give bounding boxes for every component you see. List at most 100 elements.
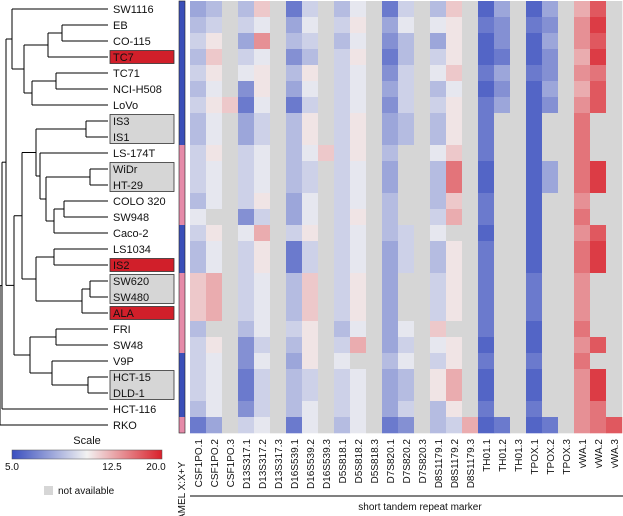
heatmap-cell (206, 49, 223, 66)
heatmap-cell (462, 417, 479, 434)
heatmap-cell (190, 369, 207, 386)
heatmap-cell (430, 1, 447, 18)
heatmap-cell (286, 145, 303, 162)
heatmap-cell (590, 289, 607, 306)
heatmap-cell (398, 257, 415, 274)
heatmap-cell (430, 177, 447, 194)
heatmap-cell (206, 321, 223, 338)
heatmap-cell (542, 17, 559, 34)
heatmap-cell (494, 177, 511, 194)
heatmap-cell (318, 33, 335, 50)
heatmap-cell (398, 129, 415, 146)
heatmap-cell (446, 241, 463, 258)
heatmap-cell (334, 81, 351, 98)
heatmap-cell (542, 337, 559, 354)
heatmap-cell (478, 17, 495, 34)
heatmap-cell (478, 113, 495, 130)
row-label-text: IS3 (113, 116, 130, 128)
heatmap-cell (510, 321, 527, 338)
heatmap-cell (350, 161, 367, 178)
heatmap-cell (526, 273, 543, 290)
heatmap-cell (414, 145, 431, 162)
scale-max: 20.0 (146, 462, 166, 473)
heatmap-cell (510, 161, 527, 178)
heatmap-cell (222, 241, 239, 258)
heatmap-cell (286, 177, 303, 194)
marker-label: vWA.1 (578, 439, 589, 469)
heatmap-cell (462, 241, 479, 258)
row-label-text: HCT-116 (113, 404, 156, 416)
heatmap-cell (526, 193, 543, 210)
heatmap-cell (590, 49, 607, 66)
heatmap-cell (558, 193, 575, 210)
heatmap-cell (462, 337, 479, 354)
heatmap-cell (478, 241, 495, 258)
heatmap-cell (190, 161, 207, 178)
heatmap-cell (526, 1, 543, 18)
heatmap-cell (558, 289, 575, 306)
heatmap-cell (398, 417, 415, 434)
heatmap-cell (606, 97, 623, 114)
heatmap-cell (350, 289, 367, 306)
heatmap-cell (206, 161, 223, 178)
heatmap-cell (190, 1, 207, 18)
heatmap-cell (462, 289, 479, 306)
heatmap-cell (590, 97, 607, 114)
heatmap-cell (190, 353, 207, 370)
heatmap-cell (494, 145, 511, 162)
heatmap-cell (494, 113, 511, 130)
heatmap-cell (430, 257, 447, 274)
scale-mid: 12.5 (102, 462, 122, 473)
heatmap-cell (494, 97, 511, 114)
heatmap-cell (206, 193, 223, 210)
heatmap-cell (286, 385, 303, 402)
heatmap-cell (366, 353, 383, 370)
heatmap-cell (574, 33, 591, 50)
heatmap-cell (334, 385, 351, 402)
heatmap-cell (254, 17, 271, 34)
heatmap-cell (254, 353, 271, 370)
heatmap-cell (334, 145, 351, 162)
heatmap-cell (430, 161, 447, 178)
marker-label: vWA.2 (594, 439, 605, 469)
heatmap-cell (526, 49, 543, 66)
heatmap-cell (462, 81, 479, 98)
heatmap-cell (398, 17, 415, 34)
heatmap-cell (606, 209, 623, 226)
heatmap-cell (414, 161, 431, 178)
heatmap-cell (446, 145, 463, 162)
heatmap-cell (366, 145, 383, 162)
row-label-sw948: SW948 (113, 212, 149, 224)
heatmap-cell (254, 273, 271, 290)
heatmap-cell (478, 161, 495, 178)
heatmap-cell (446, 17, 463, 34)
heatmap-cell (478, 401, 495, 418)
marker-label: TH01.1 (482, 439, 493, 472)
marker-label: D16S539.1 (290, 439, 301, 489)
heatmap-cell (382, 209, 399, 226)
heatmap-cell (558, 241, 575, 258)
heatmap-cell (270, 177, 287, 194)
heatmap-cell (574, 385, 591, 402)
heatmap-cell (606, 17, 623, 34)
heatmap-cell (478, 193, 495, 210)
heatmap-cell (526, 209, 543, 226)
heatmap-cell (510, 225, 527, 242)
heatmap-cell (398, 369, 415, 386)
heatmap-cell (254, 289, 271, 306)
marker-label: D16S539.3 (322, 439, 333, 489)
heatmap-cell (590, 273, 607, 290)
heatmap-cell (478, 65, 495, 82)
heatmap-cell (334, 97, 351, 114)
heatmap-cell (366, 289, 383, 306)
heatmap-cell (478, 257, 495, 274)
heatmap-cell (542, 289, 559, 306)
heatmap-cell (398, 33, 415, 50)
row-label-text: NCI-H508 (113, 84, 162, 96)
heatmap-cell (350, 193, 367, 210)
heatmap-cell (302, 33, 319, 50)
heatmap-cell (574, 241, 591, 258)
heatmap-cell (350, 305, 367, 322)
heatmap-cell (350, 241, 367, 258)
row-label-text: LS-174T (113, 148, 155, 160)
